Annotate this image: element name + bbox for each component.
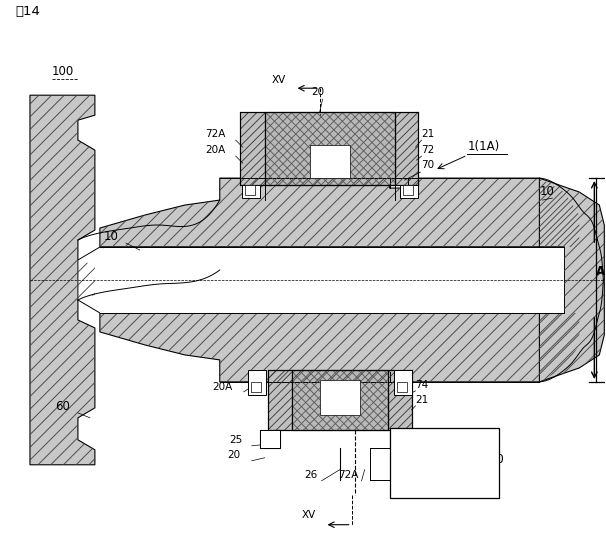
Text: 20A: 20A xyxy=(211,382,232,392)
Bar xyxy=(245,185,255,195)
Text: 20: 20 xyxy=(311,87,325,97)
Text: 21: 21 xyxy=(416,395,429,405)
Polygon shape xyxy=(30,95,95,465)
Polygon shape xyxy=(539,178,604,382)
Text: 72: 72 xyxy=(422,145,435,155)
Polygon shape xyxy=(100,178,579,247)
Polygon shape xyxy=(388,370,411,430)
Polygon shape xyxy=(539,178,604,382)
Text: 図14: 図14 xyxy=(15,5,40,18)
Polygon shape xyxy=(268,370,291,430)
Bar xyxy=(393,370,411,395)
Polygon shape xyxy=(78,247,564,313)
Polygon shape xyxy=(395,112,418,185)
Text: 70: 70 xyxy=(422,160,435,170)
Polygon shape xyxy=(260,430,280,448)
Polygon shape xyxy=(100,247,564,313)
Polygon shape xyxy=(388,370,411,430)
Text: 1(1A): 1(1A) xyxy=(467,140,500,153)
Text: 21: 21 xyxy=(422,129,435,139)
Polygon shape xyxy=(100,313,579,382)
Bar xyxy=(260,430,280,448)
Bar xyxy=(396,382,407,392)
Polygon shape xyxy=(100,178,579,247)
Text: 20: 20 xyxy=(228,450,241,460)
Bar xyxy=(390,430,410,448)
Text: 20A: 20A xyxy=(205,145,225,155)
Text: 26: 26 xyxy=(305,470,318,480)
Bar xyxy=(399,185,418,198)
Polygon shape xyxy=(395,112,418,185)
Text: 100: 100 xyxy=(52,65,74,78)
Text: XV: XV xyxy=(302,510,316,519)
Bar xyxy=(251,382,261,392)
Text: 50: 50 xyxy=(490,453,504,466)
Bar xyxy=(242,185,260,198)
Polygon shape xyxy=(100,313,579,382)
Bar xyxy=(248,370,265,395)
Polygon shape xyxy=(265,112,395,185)
Polygon shape xyxy=(319,380,359,415)
Text: 10: 10 xyxy=(104,230,119,243)
Polygon shape xyxy=(310,145,350,178)
Polygon shape xyxy=(390,430,410,448)
Polygon shape xyxy=(260,430,280,448)
Polygon shape xyxy=(268,370,291,430)
Text: 25: 25 xyxy=(415,435,428,445)
Polygon shape xyxy=(240,112,265,185)
Polygon shape xyxy=(265,112,395,185)
Polygon shape xyxy=(265,112,395,185)
Text: 25: 25 xyxy=(230,435,243,445)
Text: XV: XV xyxy=(271,75,286,85)
Text: 10: 10 xyxy=(539,185,554,198)
Text: A: A xyxy=(596,265,605,278)
Polygon shape xyxy=(30,95,95,465)
Text: 72A: 72A xyxy=(205,129,225,139)
Text: 74: 74 xyxy=(416,380,429,390)
Polygon shape xyxy=(390,430,410,448)
Polygon shape xyxy=(240,112,265,185)
Polygon shape xyxy=(291,370,388,430)
Polygon shape xyxy=(291,370,388,430)
Polygon shape xyxy=(78,247,564,313)
Text: 60: 60 xyxy=(55,400,70,413)
Text: 72A: 72A xyxy=(338,470,358,480)
Bar xyxy=(390,428,499,498)
Bar xyxy=(402,185,413,195)
Polygon shape xyxy=(291,370,388,430)
